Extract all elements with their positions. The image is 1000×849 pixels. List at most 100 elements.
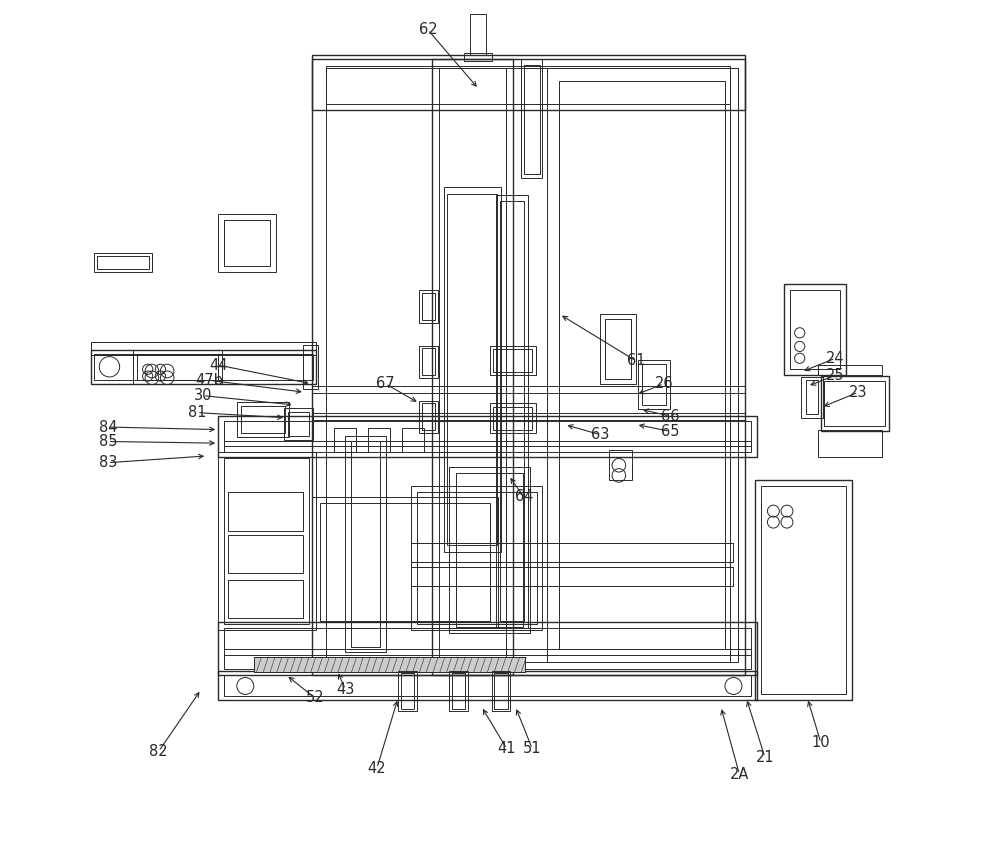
Bar [237, 402, 289, 437]
Bar [345, 436, 386, 652]
Bar [761, 486, 846, 694]
Bar [411, 486, 542, 630]
Text: 23: 23 [849, 385, 868, 400]
Bar [422, 348, 435, 375]
Text: 63: 63 [591, 427, 609, 442]
Bar [609, 450, 632, 480]
Bar [547, 68, 738, 662]
Bar [447, 194, 497, 545]
Bar [326, 66, 730, 104]
Bar [224, 220, 270, 266]
Bar [444, 187, 501, 552]
Bar [97, 256, 149, 269]
Text: 82: 82 [149, 744, 168, 759]
Bar [312, 386, 745, 420]
Bar [422, 293, 435, 320]
Bar [490, 403, 536, 433]
Bar [351, 441, 380, 647]
Bar [303, 345, 318, 389]
Bar [312, 55, 745, 675]
Bar [559, 81, 725, 649]
Bar [241, 406, 285, 433]
Text: 30: 30 [194, 388, 212, 403]
Bar [449, 671, 468, 711]
Bar [218, 622, 757, 675]
Bar [326, 68, 730, 662]
Bar [218, 416, 757, 457]
Bar [320, 503, 490, 621]
Bar [419, 401, 438, 433]
Bar [417, 492, 537, 624]
Bar [133, 350, 222, 384]
Bar [411, 567, 733, 586]
Bar [449, 467, 530, 633]
Bar [638, 360, 670, 409]
Bar [464, 53, 492, 61]
Text: 67: 67 [376, 376, 395, 391]
Text: 47b: 47b [196, 373, 224, 388]
Bar [821, 376, 889, 431]
Text: 84: 84 [99, 419, 117, 435]
Bar [368, 428, 390, 452]
Bar [419, 290, 438, 323]
Bar [228, 492, 303, 531]
Bar [439, 68, 506, 666]
Bar [452, 673, 465, 709]
Bar [411, 543, 733, 562]
Bar [224, 458, 309, 624]
Bar [401, 673, 414, 709]
Text: 62: 62 [419, 22, 437, 37]
Bar [419, 346, 438, 378]
Bar [91, 342, 316, 355]
Bar [818, 365, 882, 375]
Text: 81: 81 [188, 405, 206, 420]
Text: 61: 61 [627, 353, 645, 368]
Text: 24: 24 [826, 351, 845, 366]
Bar [432, 59, 513, 675]
Bar [218, 671, 757, 700]
Bar [818, 430, 882, 457]
Bar [422, 403, 435, 430]
Bar [600, 314, 636, 384]
Text: 26: 26 [655, 376, 673, 391]
Text: 65: 65 [661, 424, 679, 439]
Bar [494, 673, 508, 709]
Text: 10: 10 [812, 735, 830, 751]
Bar [218, 452, 316, 630]
Bar [755, 480, 852, 700]
Bar [91, 350, 316, 384]
Bar [224, 421, 751, 452]
Text: 83: 83 [99, 455, 117, 470]
Bar [824, 381, 885, 426]
Bar [524, 65, 540, 174]
Bar [137, 354, 218, 380]
Bar [218, 214, 276, 272]
Bar [312, 393, 745, 413]
Bar [254, 657, 525, 672]
Bar [470, 14, 486, 55]
Text: 43: 43 [336, 682, 355, 697]
Bar [490, 346, 536, 375]
Bar [224, 675, 751, 696]
Bar [493, 349, 532, 372]
Bar [500, 201, 524, 621]
Bar [605, 319, 631, 379]
Bar [790, 290, 840, 369]
Text: 64: 64 [515, 489, 533, 504]
Bar [801, 377, 823, 418]
Bar [312, 59, 745, 110]
Bar [784, 284, 846, 375]
Text: 51: 51 [523, 741, 542, 756]
Text: 44: 44 [209, 357, 227, 373]
Bar [334, 428, 356, 452]
Bar [288, 412, 309, 436]
Bar [492, 671, 510, 711]
Bar [94, 354, 313, 380]
Bar [806, 380, 818, 414]
Text: 41: 41 [498, 741, 516, 756]
Bar [642, 364, 666, 405]
Text: 21: 21 [756, 750, 774, 765]
Bar [312, 497, 498, 628]
Bar [398, 671, 417, 711]
Bar [228, 535, 303, 573]
